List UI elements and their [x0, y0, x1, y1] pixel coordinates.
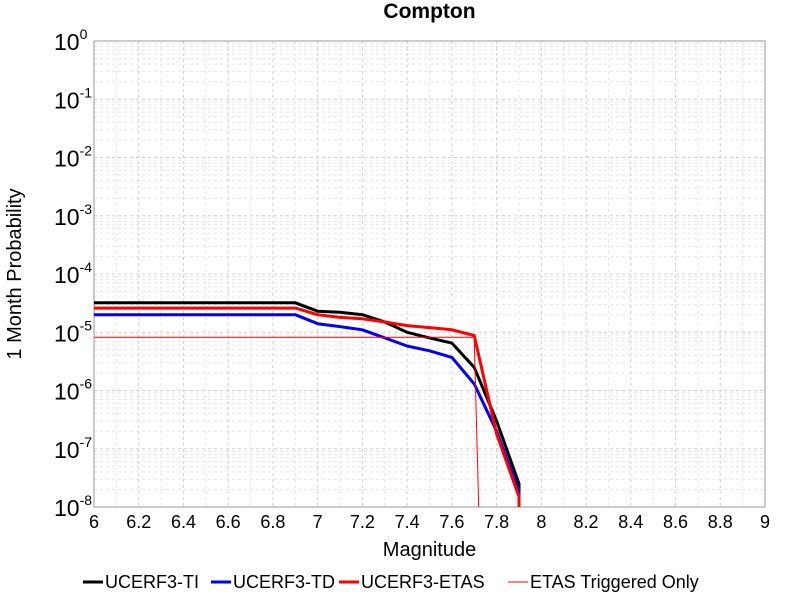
x-tick-label: 6.4: [171, 512, 196, 532]
x-tick-label: 7.6: [439, 512, 464, 532]
series-line-4: [94, 336, 480, 508]
series-line-1: [94, 301, 521, 507]
x-tick-label: 8.8: [708, 512, 733, 532]
legend: UCERF3-TI UCERF3-TD UCERF3-ETAS ETAS Trigge…: [83, 572, 699, 592]
x-tick-label: 7.8: [484, 512, 509, 532]
y-tick-label: 100: [54, 26, 88, 55]
x-tick-label: 7.4: [395, 512, 420, 532]
y-tick-label: 10-1: [54, 84, 92, 113]
y-tick-labels: 100 10-1 10-2 10-3 10-4 10-5 10-6 10-7 10-8: [54, 26, 92, 521]
y-tick-label: 10-8: [54, 492, 92, 521]
series-line-3: [94, 306, 521, 507]
series-layer: [94, 301, 521, 508]
legend-label: ETAS Triggered Only: [530, 572, 699, 592]
legend-label: UCERF3-TD: [233, 572, 335, 592]
y-tick-label: 10-5: [54, 317, 92, 346]
x-tick-label: 9: [760, 512, 770, 532]
y-tick-label: 10-3: [54, 201, 92, 230]
grid: [93, 41, 766, 508]
y-tick-label: 10-7: [54, 434, 92, 463]
x-tick-label: 8.4: [618, 512, 643, 532]
series-line-2: [94, 313, 521, 507]
x-tick-label: 8.2: [574, 512, 599, 532]
x-tick-label: 6.2: [126, 512, 151, 532]
x-tick-label: 8: [536, 512, 546, 532]
legend-label: UCERF3-ETAS: [361, 572, 485, 592]
x-tick-label: 6.8: [260, 512, 285, 532]
x-tick-label: 8.6: [663, 512, 688, 532]
legend-label: UCERF3-TI: [105, 572, 199, 592]
x-axis-label: Magnitude: [383, 539, 476, 561]
y-tick-label: 10-6: [54, 376, 92, 405]
y-axis-label: 1 Month Probability: [4, 188, 26, 359]
x-tick-label: 6: [89, 512, 99, 532]
x-tick-labels: 6 6.2 6.4 6.6 6.8 7 7.2 7.4 7.6 7.8 8 8.2 8.4 8.6 8.8 9: [89, 512, 770, 532]
y-tick-label: 10-4: [54, 259, 92, 288]
chart-title: Compton: [383, 0, 475, 23]
x-tick-label: 7: [313, 512, 323, 532]
x-tick-label: 7.2: [350, 512, 375, 532]
plot-frame: [93, 40, 766, 508]
y-tick-label: 10-2: [54, 143, 92, 172]
x-tick-label: 6.6: [216, 512, 241, 532]
